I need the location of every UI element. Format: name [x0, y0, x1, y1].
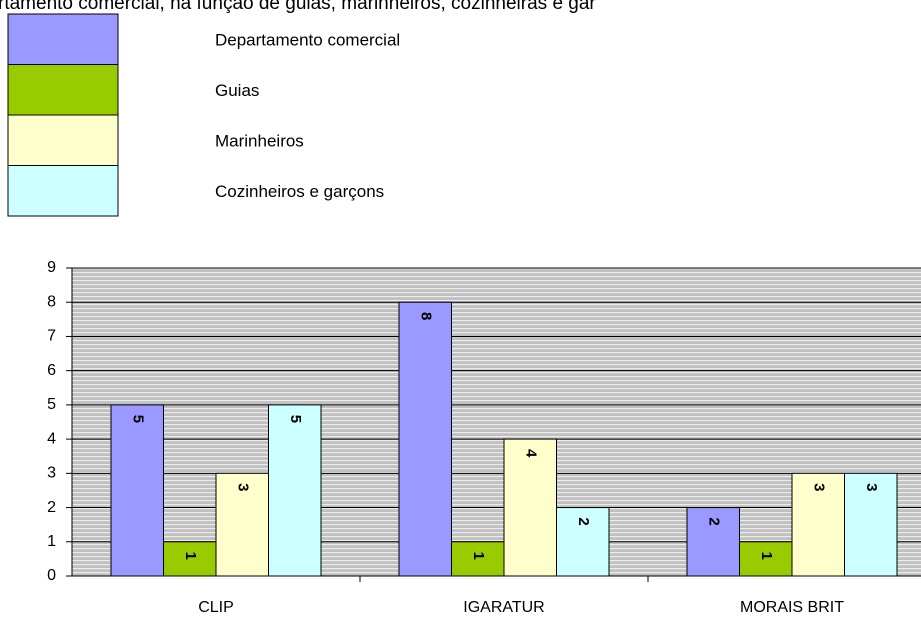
data-label: 8	[417, 312, 434, 320]
chart-title: rtamento comercial, na função de guias, …	[0, 0, 596, 14]
legend-swatch	[7, 114, 119, 166]
bar	[398, 301, 452, 577]
y-tick-label: 1	[47, 533, 56, 550]
bar	[739, 541, 793, 577]
data-label: 5	[129, 415, 146, 423]
y-tick-label: 8	[47, 293, 56, 310]
x-tick-label: CLIP	[198, 599, 234, 616]
data-label: 1	[758, 552, 775, 560]
data-label: 1	[182, 552, 199, 560]
bar	[791, 472, 845, 577]
data-label: 1	[470, 552, 487, 560]
y-tick-label: 5	[47, 396, 56, 413]
data-label: 3	[863, 483, 880, 491]
bar	[503, 438, 557, 577]
y-tick-label: 4	[47, 430, 56, 447]
bar	[451, 541, 505, 577]
data-label: 4	[522, 449, 539, 458]
data-label: 3	[810, 483, 827, 491]
legend-label: Cozinheiros e garçons	[215, 182, 384, 201]
y-tick-label: 0	[47, 567, 56, 584]
bar	[110, 404, 164, 577]
legend-swatch	[7, 165, 119, 217]
data-label: 3	[234, 483, 251, 491]
bar	[268, 404, 322, 577]
legend-swatch	[7, 64, 119, 116]
y-tick-label: 3	[47, 465, 56, 482]
y-tick-label: 7	[47, 328, 56, 345]
legend-swatch	[7, 13, 119, 65]
x-tick-label: MORAIS BRIT	[740, 599, 844, 616]
x-tick-label: IGARATUR	[463, 599, 544, 616]
data-label: 5	[287, 415, 304, 423]
plot-area	[71, 267, 921, 577]
data-label: 2	[575, 517, 592, 525]
y-tick-label: 2	[47, 499, 56, 516]
legend-label: Marinheiros	[215, 131, 304, 150]
y-tick-label: 6	[47, 362, 56, 379]
data-label: 2	[705, 517, 722, 525]
legend-label: Departamento comercial	[215, 30, 400, 49]
bar	[556, 507, 610, 577]
bar	[844, 472, 898, 577]
bar	[686, 507, 740, 577]
legend-label: Guias	[215, 81, 259, 100]
y-tick-label: 9	[47, 259, 56, 276]
